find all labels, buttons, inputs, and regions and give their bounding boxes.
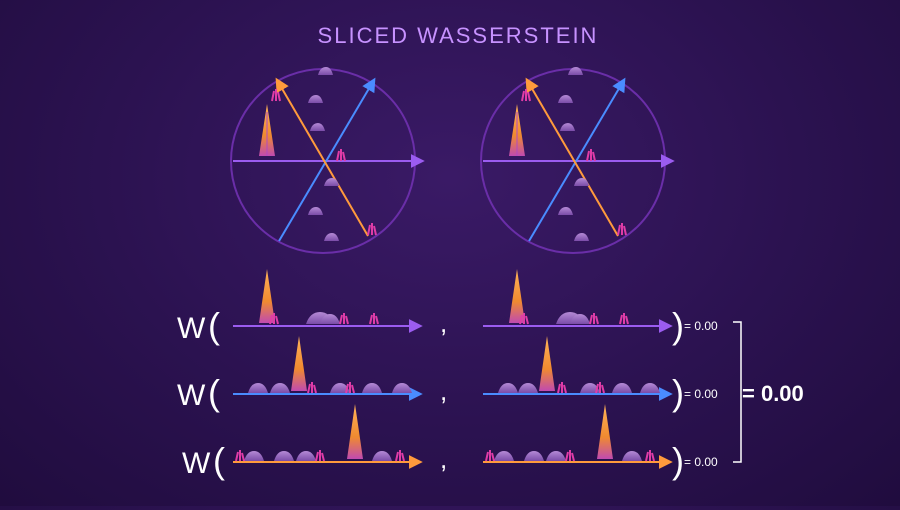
grass-icon (521, 89, 627, 236)
projection-axis-orange (275, 77, 369, 237)
projection-axis-blue (278, 77, 376, 242)
tree-icon (597, 404, 613, 459)
comma-separator: , (440, 444, 447, 474)
rock-icon (498, 383, 660, 393)
grass-icon (235, 450, 405, 462)
wasserstein-symbol: W (182, 447, 211, 480)
diagram-title: SLICED WASSERSTEIN (318, 23, 599, 48)
tree-icon (291, 336, 307, 391)
open-paren: ( (208, 372, 220, 413)
rock-icon (556, 312, 590, 324)
grass-icon (557, 382, 605, 394)
row-result: = 0.00 (684, 319, 718, 333)
grass-icon (271, 89, 377, 236)
wasserstein-symbol: W (177, 379, 206, 412)
comma-separator: , (440, 376, 447, 406)
rock-icon (248, 383, 412, 393)
row-result: = 0.00 (684, 387, 718, 401)
rock-icon (244, 451, 392, 461)
tree-icon (259, 104, 275, 156)
projection-row-1: W ( , ) = 0.00 (177, 269, 718, 346)
close-paren: ) (672, 372, 684, 413)
left-distribution-circle (230, 67, 425, 254)
rock-icon (494, 451, 642, 461)
wasserstein-symbol: W (177, 312, 206, 345)
rock-icon (308, 67, 339, 241)
tree-icon (539, 336, 555, 391)
rock-icon (306, 312, 340, 324)
close-paren: ) (672, 305, 684, 346)
tree-icon (509, 269, 525, 323)
row-result: = 0.00 (684, 455, 718, 469)
right-distribution-circle (480, 67, 675, 254)
close-paren: ) (672, 440, 684, 481)
grass-icon (485, 450, 655, 462)
grass-icon (269, 313, 379, 325)
projection-row-3: W ( , ) = 0.00 (182, 404, 718, 481)
total-result: = 0.00 (742, 381, 804, 406)
sum-bracket (733, 321, 742, 463)
tree-icon (347, 404, 363, 459)
open-paren: ( (213, 440, 225, 481)
grass-icon (307, 382, 355, 394)
projection-axis-orange (525, 77, 619, 237)
projection-axis-blue (528, 77, 626, 242)
open-paren: ( (208, 305, 220, 346)
grass-icon (519, 313, 629, 325)
rock-icon (558, 67, 589, 241)
projection-row-2: W ( , ) = 0.00 (177, 336, 718, 413)
comma-separator: , (440, 308, 447, 338)
tree-icon (259, 269, 275, 323)
tree-icon (509, 104, 525, 156)
